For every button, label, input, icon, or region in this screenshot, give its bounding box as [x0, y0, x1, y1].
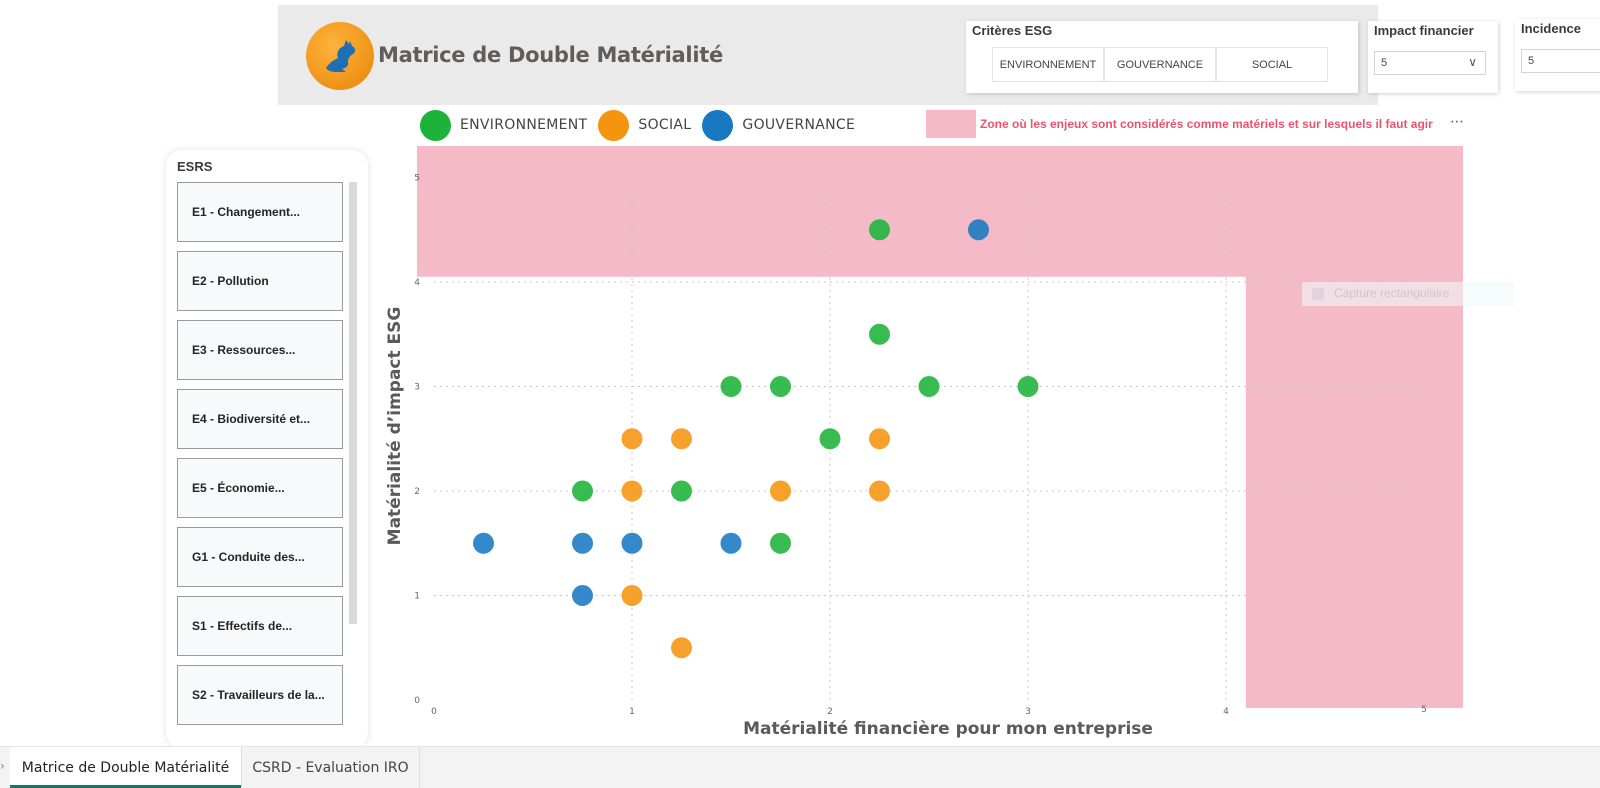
esrs-item-e3[interactable]: E3 - Ressources... [177, 320, 343, 380]
legend-label-environnement: ENVIRONNEMENT [460, 117, 588, 133]
esrs-title: ESRS [177, 159, 213, 174]
incidence-slicer: Incidence 5 ∨ [1515, 19, 1600, 91]
data-point-environnement [918, 376, 940, 397]
data-point-gouvernance [473, 532, 494, 554]
esrs-item-e5[interactable]: E5 - Économie... [177, 458, 343, 518]
data-point-gouvernance [968, 219, 989, 241]
data-point-environnement [572, 480, 593, 502]
esg-option-environnement[interactable]: ENVIRONNEMENT [992, 47, 1104, 82]
impact-financier-value: 5 [1381, 57, 1388, 69]
incidence-title: Incidence [1521, 21, 1581, 36]
esrs-item-e4[interactable]: E4 - Biodiversité et... [177, 389, 343, 449]
kangaroo-logo-icon [306, 22, 374, 90]
page-tab-bar: › Matrice de Double Matérialité CSRD - E… [0, 746, 1600, 788]
esrs-item-s1[interactable]: S1 - Effectifs de... [177, 596, 343, 656]
x-tick-label: 1 [629, 707, 635, 717]
data-point-social [869, 428, 890, 450]
material-zone-legend: Zone où les enjeux sont considérés comme… [926, 110, 1433, 138]
esrs-item-g1[interactable]: G1 - Conduite des... [177, 527, 343, 587]
esg-option-social[interactable]: SOCIAL [1216, 47, 1328, 82]
x-axis-title: Matérialité financière pour mon entrepri… [743, 719, 1153, 739]
tab-scroll-left-icon[interactable]: › [0, 759, 5, 773]
data-point-social [671, 428, 692, 450]
esrs-item-e2[interactable]: E2 - Pollution [177, 251, 343, 311]
tab-csrd-evaluation[interactable]: CSRD - Evaluation IRO [242, 747, 420, 788]
more-options-icon[interactable]: ⋯ [1450, 114, 1465, 130]
data-point-social [621, 480, 643, 502]
x-tick-label: 5 [1421, 705, 1427, 715]
data-point-environnement [770, 532, 791, 554]
y-tick-label: 4 [414, 278, 420, 288]
data-point-environnement [869, 219, 890, 241]
esg-criteria-slicer: Critères ESG ENVIRONNEMENT GOUVERNANCE S… [966, 21, 1358, 93]
esg-option-gouvernance[interactable]: GOUVERNANCE [1104, 47, 1216, 82]
incidence-dropdown[interactable]: 5 ∨ [1521, 49, 1600, 73]
capture-icon [1312, 288, 1324, 300]
page-title: Matrice de Double Matérialité [378, 43, 723, 67]
esrs-scrollbar[interactable] [349, 182, 357, 624]
legend-marker-social [598, 109, 630, 141]
x-tick-label: 4 [1223, 707, 1229, 717]
data-point-social [621, 585, 643, 606]
esg-slicer-title: Critères ESG [972, 23, 1053, 38]
chart-legend: ENVIRONNEMENT SOCIAL GOUVERNANCE [420, 108, 866, 142]
report-header: Matrice de Double Matérialité Critères E… [278, 5, 1600, 105]
data-point-social [869, 480, 890, 502]
data-point-gouvernance [621, 532, 643, 554]
y-tick-label: 5 [414, 174, 420, 184]
impact-financier-dropdown[interactable]: 5 ∨ [1374, 51, 1486, 75]
data-point-social [671, 637, 692, 659]
y-axis-title: Matérialité d’impact ESG [385, 307, 405, 546]
data-point-gouvernance [572, 585, 593, 606]
legend-marker-environnement [420, 109, 451, 141]
material-zone-right [1245, 146, 1463, 708]
y-tick-label: 1 [414, 592, 420, 602]
rectangular-capture-tooltip: Capture rectangulaire [1302, 282, 1514, 306]
x-tick-label: 2 [827, 707, 833, 717]
x-tick-label: 0 [431, 707, 437, 717]
data-point-social [770, 480, 791, 502]
tab-csrd-label: CSRD - Evaluation IRO [252, 760, 409, 776]
esrs-item-s2[interactable]: S2 - Travailleurs de la... [177, 665, 343, 725]
data-point-gouvernance [572, 532, 593, 554]
impact-financier-slicer: Impact financier 5 ∨ [1368, 21, 1498, 93]
data-point-social [621, 428, 643, 450]
data-point-environnement [770, 376, 791, 397]
data-point-gouvernance [720, 532, 742, 554]
material-zone-swatch [926, 110, 976, 138]
incidence-value: 5 [1528, 55, 1535, 67]
x-tick-label: 3 [1025, 707, 1031, 717]
data-point-environnement [1017, 376, 1039, 397]
capture-label: Capture rectangulaire [1334, 286, 1450, 300]
data-point-environnement [720, 376, 742, 397]
data-point-environnement [819, 428, 841, 450]
y-tick-label: 0 [414, 696, 420, 706]
chevron-down-icon: ∨ [1468, 55, 1477, 69]
double-materiality-scatter: 0 1 2 3 4 5 0 1 2 3 4 5 Matérialité financière pour … [385, 146, 1463, 739]
material-zone-text: Zone où les enjeux sont considérés comme… [980, 117, 1433, 131]
impact-financier-title: Impact financier [1374, 23, 1474, 38]
data-point-environnement [671, 480, 692, 502]
y-tick-label: 3 [414, 383, 420, 393]
legend-label-gouvernance: GOUVERNANCE [742, 117, 856, 133]
tab-matrice[interactable]: Matrice de Double Matérialité [10, 747, 242, 788]
legend-label-social: SOCIAL [638, 117, 692, 133]
legend-marker-gouvernance [702, 109, 734, 141]
y-tick-label: 2 [414, 487, 420, 497]
data-point-environnement [869, 323, 890, 345]
tab-matrice-label: Matrice de Double Matérialité [21, 760, 230, 776]
esrs-item-e1[interactable]: E1 - Changement... [177, 182, 343, 242]
